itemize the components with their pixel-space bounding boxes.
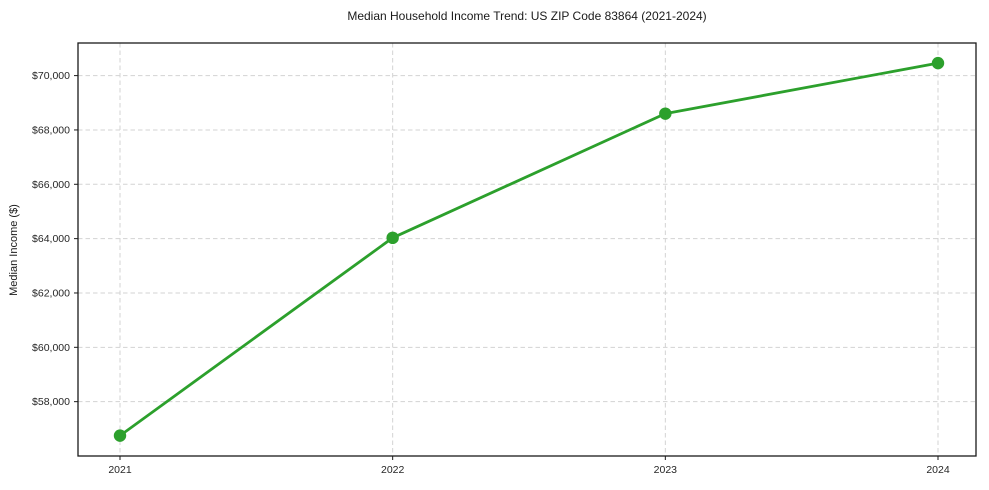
x-tick-label: 2024 (926, 464, 950, 476)
trend-line (118, 61, 940, 438)
y-tick-label: $62,000 (32, 287, 70, 299)
plot-border (77, 42, 977, 457)
y-tick-label: $60,000 (32, 342, 70, 354)
chart-title: Median Household Income Trend: US ZIP Co… (347, 9, 707, 23)
x-tick-label: 2021 (108, 464, 132, 476)
data-point (931, 56, 945, 70)
y-tick-label: $68,000 (32, 124, 70, 136)
y-tick-label: $64,000 (32, 233, 70, 245)
y-tick-label: $70,000 (32, 70, 70, 82)
x-tick-label: 2022 (381, 464, 405, 476)
y-tick-label: $58,000 (32, 396, 70, 408)
data-point (113, 429, 127, 442)
x-tick-label: 2023 (654, 464, 678, 476)
data-point (659, 107, 672, 120)
y-tick-label: $66,000 (32, 179, 70, 191)
data-point (386, 231, 399, 245)
